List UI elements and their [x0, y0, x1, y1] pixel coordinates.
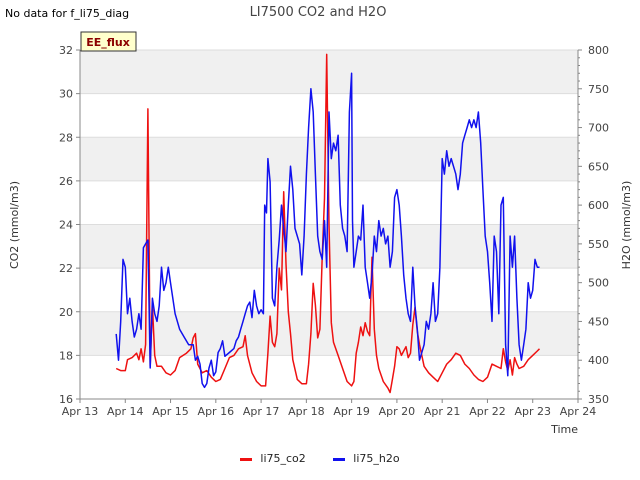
legend-swatch-co2 [240, 457, 253, 461]
y-right-tick-label: 450 [588, 315, 609, 328]
y-left-tick-label: 26 [59, 175, 73, 188]
y-right-tick-label: 400 [588, 354, 609, 367]
x-axis-label: Time [550, 423, 578, 436]
y-right-tick-label: 600 [588, 199, 609, 212]
ee-flux-badge-label: EE_flux [86, 36, 130, 49]
no-data-message: No data for f_li75_diag [5, 7, 130, 20]
series-line-li75_co2 [115, 53, 541, 394]
legend-swatch-h2o [333, 457, 346, 461]
axes: Apr 13 Apr 14 Apr 15 Apr 16 Apr 17 Apr 18 Apr … [59, 44, 609, 418]
y-left-tick-label: 20 [59, 306, 73, 319]
y-right-tick-label: 500 [588, 277, 609, 290]
chart-title: LI7500 CO2 and H2O [250, 5, 387, 20]
x-tick-label: Apr 14 [107, 405, 144, 418]
legend-item-h2o: li75_h2o [333, 452, 400, 465]
x-tick-label: Apr 20 [379, 405, 416, 418]
x-tick-label: Apr 17 [243, 405, 280, 418]
series-line-li75_h2o [115, 72, 540, 389]
y-left-tick-label: 30 [59, 88, 73, 101]
y-right-tick-label: 800 [588, 44, 609, 57]
y-left-tick-label: 24 [59, 219, 73, 232]
background-band [80, 50, 578, 94]
y-left-tick-label: 16 [59, 393, 73, 406]
background-band [80, 311, 578, 356]
legend-item-co2: li75_co2 [240, 452, 306, 465]
y-axis-left-label: CO2 (mmol/m3) [8, 181, 21, 269]
legend: li75_co2 li75_h2o [0, 452, 640, 465]
legend-label-co2: li75_co2 [260, 452, 306, 465]
y-left-tick-label: 32 [59, 44, 73, 57]
x-tick-label: Apr 21 [424, 405, 461, 418]
x-tick-label: Apr 24 [560, 405, 597, 418]
x-tick-label: Apr 18 [288, 405, 325, 418]
y-right-tick-label: 750 [588, 83, 609, 96]
x-tick-label: Apr 15 [152, 405, 189, 418]
x-tick-label: Apr 23 [514, 405, 551, 418]
x-tick-label: Apr 13 [62, 405, 99, 418]
x-tick-label: Apr 19 [333, 405, 370, 418]
y-axis-right-label: H2O (mmol/m3) [620, 181, 633, 270]
y-right-tick-label: 700 [588, 122, 609, 135]
plot-area [115, 53, 541, 394]
y-left-tick-label: 22 [59, 262, 73, 275]
y-left-tick-label: 18 [59, 349, 73, 362]
x-tick-label: Apr 16 [198, 405, 235, 418]
legend-label-h2o: li75_h2o [353, 452, 400, 465]
y-right-tick-label: 550 [588, 238, 609, 251]
y-left-tick-label: 28 [59, 131, 73, 144]
x-tick-label: Apr 22 [469, 405, 506, 418]
y-right-tick-label: 650 [588, 160, 609, 173]
ee-flux-badge: EE_flux [80, 31, 137, 52]
y-right-tick-label: 350 [588, 393, 609, 406]
